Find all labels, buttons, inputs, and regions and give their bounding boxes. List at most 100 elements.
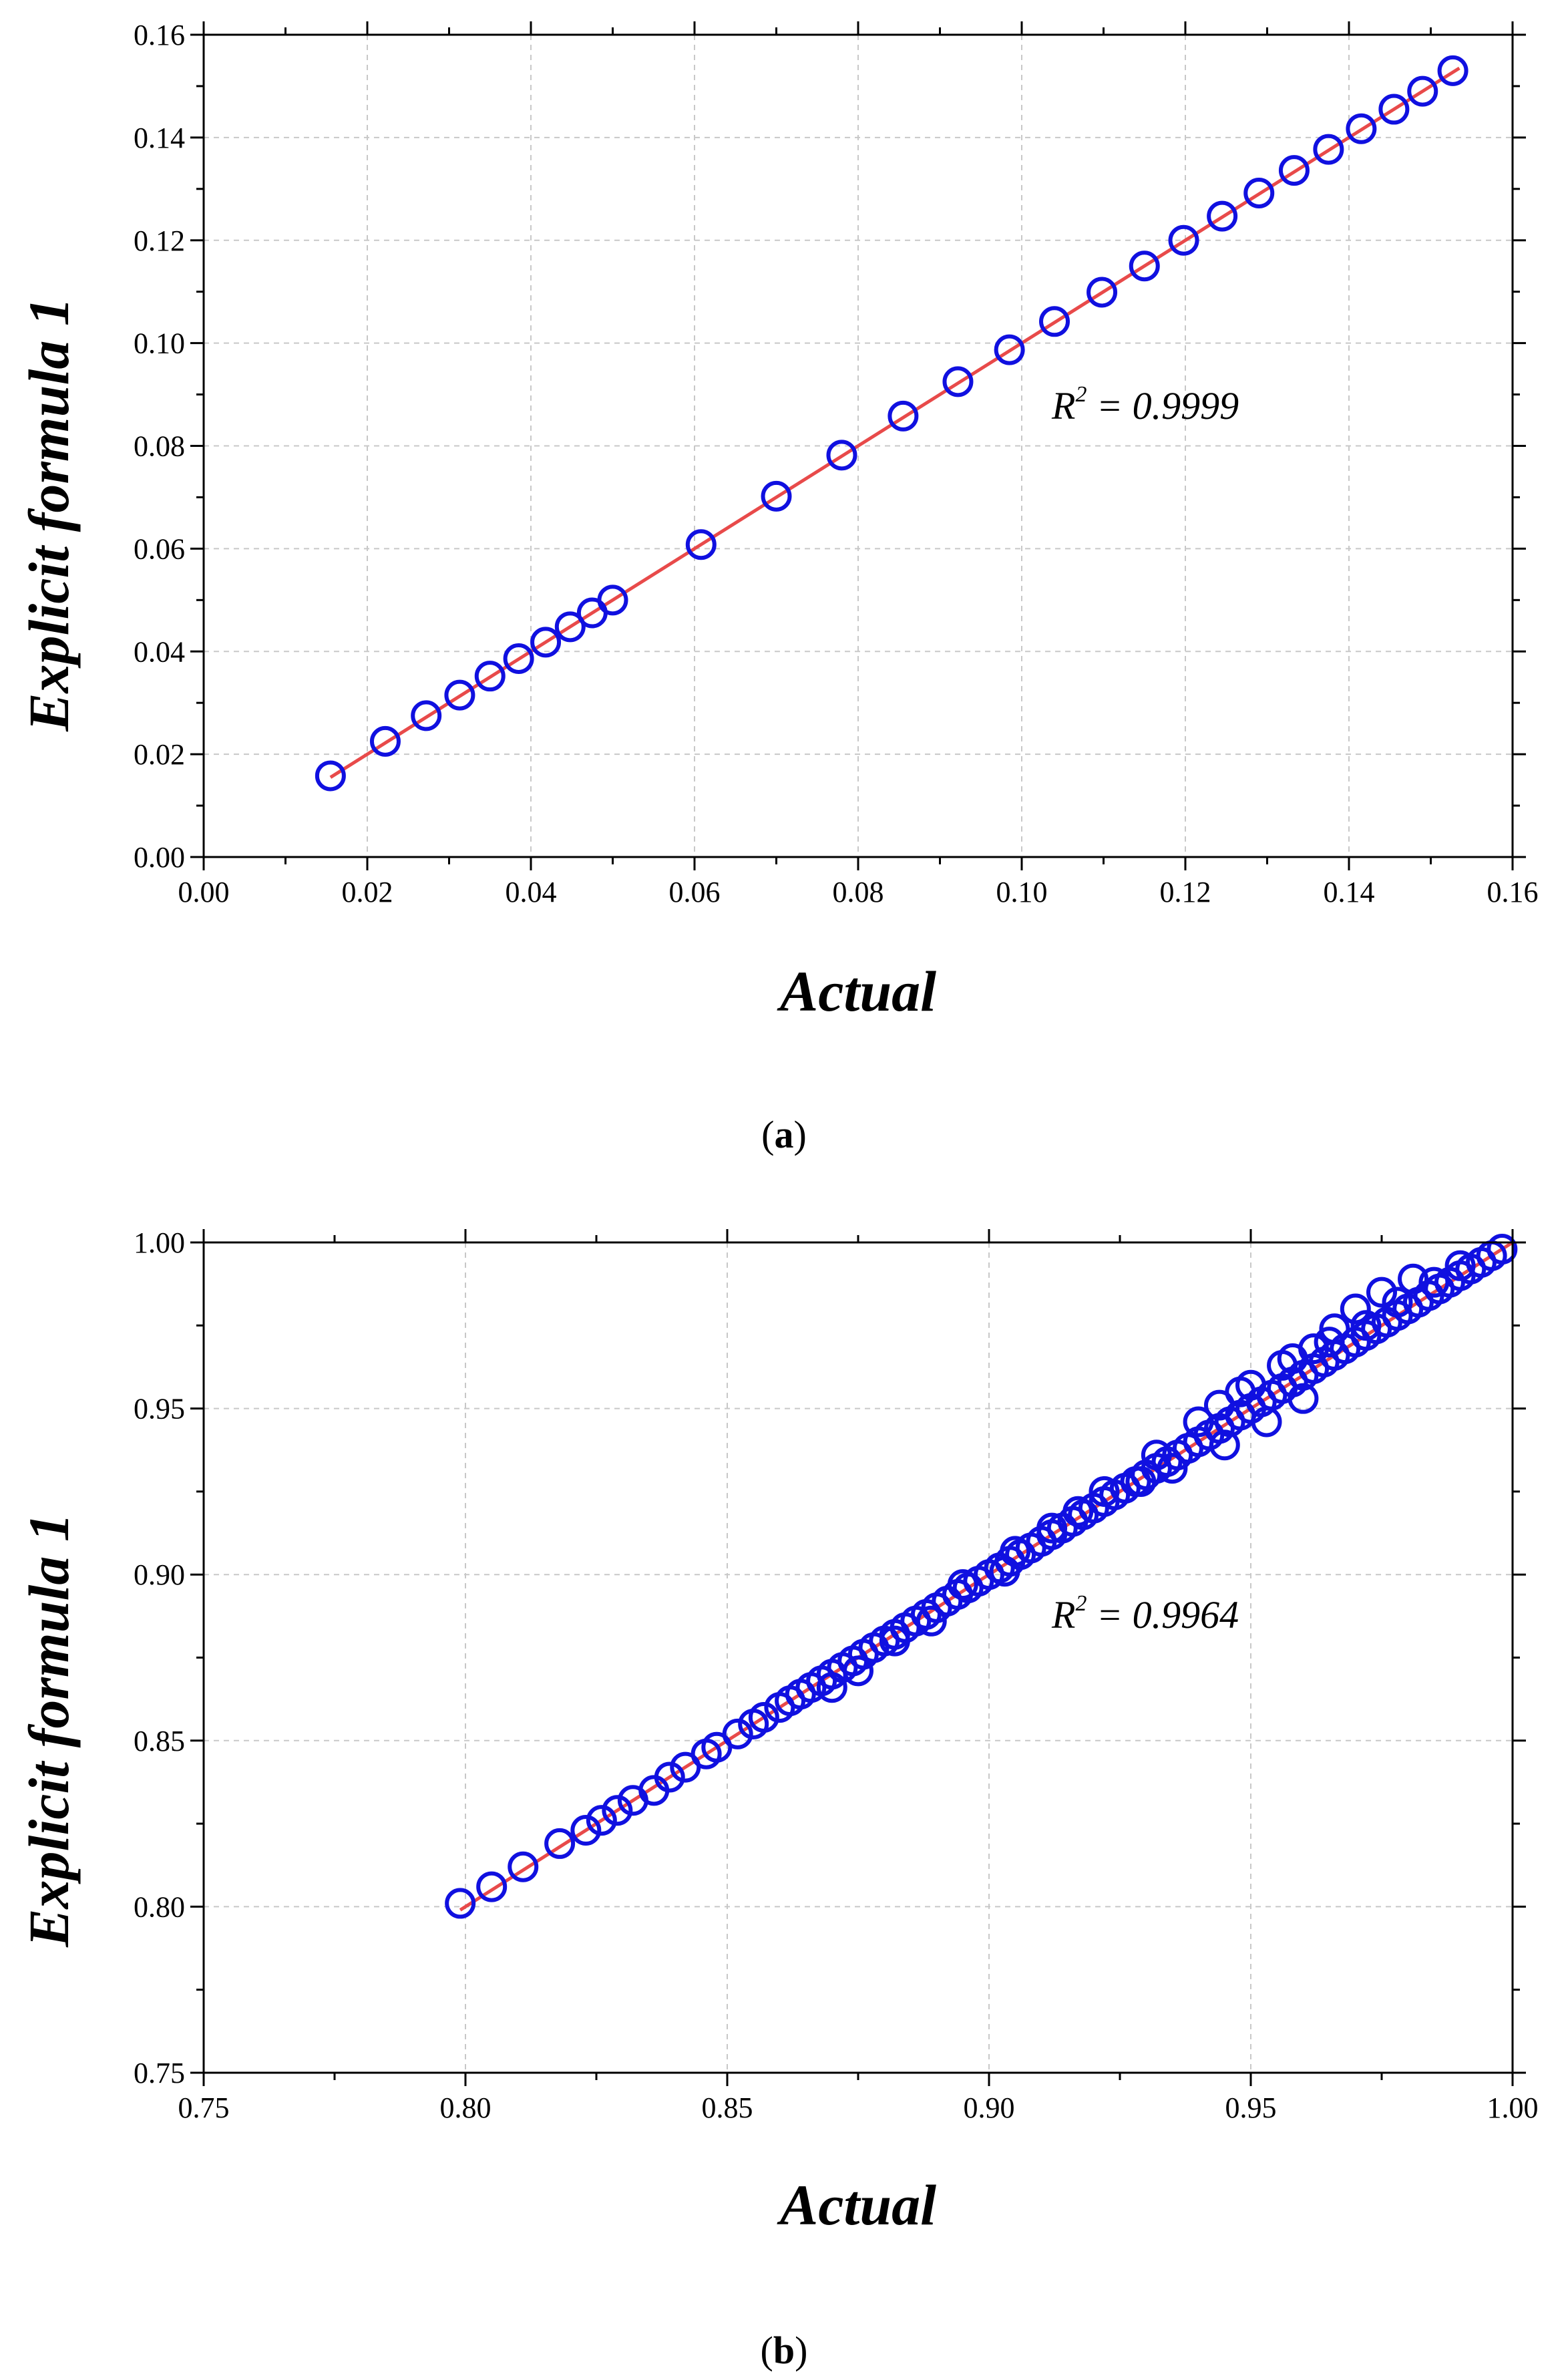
data-point	[445, 1888, 476, 1919]
data-point	[369, 725, 401, 757]
data-point	[843, 1655, 873, 1687]
data-point	[586, 1805, 617, 1836]
data-point	[942, 366, 974, 397]
data-point	[544, 1828, 576, 1859]
y-tick-label: 0.00	[134, 841, 185, 874]
data-point	[1437, 55, 1468, 86]
data-point	[1225, 1376, 1256, 1407]
data-point	[315, 760, 346, 792]
y-tick-label: 0.90	[134, 1558, 185, 1591]
y-tick-label: 0.02	[134, 738, 185, 771]
r-squared-annotation: R2 = 0.9999	[1051, 382, 1239, 428]
data-point	[1288, 1383, 1319, 1414]
data-point	[1346, 113, 1377, 144]
data-point	[1487, 1233, 1518, 1264]
data-point	[503, 643, 534, 675]
data-point	[816, 1672, 847, 1703]
data-point	[1039, 306, 1070, 337]
y-axis-title: Explicit formula 1	[17, 1513, 81, 1948]
data-point	[1125, 1466, 1157, 1497]
x-tick-label: 0.80	[440, 2091, 492, 2124]
chart-panel-b: 0.75 0.80 0.85 0.90 0.95 1.00 0.75 0.80 0.85 0.90…	[17, 1226, 1539, 2372]
x-tick-label: 0.16	[1487, 876, 1539, 908]
data-point	[597, 584, 628, 616]
y-tick-label: 0.06	[134, 532, 185, 565]
data-points	[445, 1233, 1518, 1919]
panel-label-a: (a)	[761, 1113, 807, 1156]
y-tick-label: 0.12	[134, 224, 185, 257]
data-point	[1398, 1263, 1429, 1295]
data-point	[1036, 1512, 1068, 1544]
data-point	[879, 1625, 910, 1657]
grid-lines	[204, 1242, 1513, 2073]
x-tick-label: 0.00	[178, 876, 230, 908]
data-point	[1407, 75, 1438, 107]
data-point	[1313, 134, 1344, 165]
x-tick-label: 0.85	[702, 2091, 753, 2124]
r-squared-value: = 0.9964	[1087, 1593, 1239, 1637]
data-point	[1278, 155, 1310, 186]
y-tick-label: 0.16	[134, 19, 185, 51]
data-point	[1087, 277, 1118, 308]
x-tick-label: 0.75	[178, 2091, 230, 2124]
data-point	[1251, 1406, 1282, 1437]
r-squared-r: R	[1051, 384, 1075, 428]
x-tick-label: 1.00	[1487, 2091, 1539, 2124]
r-squared-annotation: R2 = 0.9964	[1051, 1591, 1239, 1637]
x-tick-label: 0.95	[1225, 2091, 1277, 2124]
axes	[190, 21, 1526, 870]
data-point	[1314, 1327, 1345, 1358]
data-point	[1089, 1476, 1120, 1507]
y-tick-label: 0.04	[134, 635, 185, 668]
data-point	[570, 1815, 602, 1846]
data-point	[1129, 250, 1160, 282]
data-point	[1366, 1277, 1397, 1308]
data-point	[888, 400, 919, 432]
x-tick-label: 0.02	[342, 876, 393, 908]
x-tick-label: 0.12	[1160, 876, 1211, 908]
data-point	[1168, 224, 1199, 256]
x-tick-label: 0.90	[964, 2091, 1015, 2124]
x-tick-label: 0.08	[833, 876, 884, 908]
y-axis-title: Explicit formula 1	[17, 297, 81, 732]
panel-label-b: (b)	[761, 2329, 808, 2372]
data-point	[685, 529, 717, 560]
data-point	[1418, 1266, 1450, 1298]
data-point	[722, 1718, 753, 1749]
data-point	[508, 1851, 539, 1882]
data-point	[476, 1871, 508, 1902]
data-point	[1382, 1287, 1413, 1318]
data-point	[989, 1556, 1020, 1587]
data-point	[602, 1795, 633, 1826]
data-point	[411, 700, 442, 731]
data-point	[1444, 1250, 1476, 1281]
tick-labels: 0.75 0.80 0.85 0.90 0.95 1.00 0.75 0.80 0.85 0.90…	[134, 1226, 1539, 2124]
y-tick-label: 1.00	[134, 1226, 185, 1259]
data-point	[1277, 1343, 1308, 1375]
data-point	[994, 334, 1025, 365]
x-axis-title: Actual	[777, 2173, 936, 2237]
y-tick-label: 0.14	[134, 122, 185, 154]
x-tick-label: 0.10	[996, 876, 1048, 908]
x-tick-label: 0.14	[1324, 876, 1375, 908]
data-point	[1378, 94, 1410, 125]
axes	[190, 1229, 1526, 2086]
data-point	[1243, 177, 1275, 208]
x-tick-label: 0.06	[669, 876, 721, 908]
data-point	[916, 1605, 947, 1637]
data-point	[554, 611, 586, 643]
r-squared-sup: 2	[1075, 1591, 1087, 1616]
r-squared-sup: 2	[1075, 382, 1087, 407]
data-point	[1183, 1406, 1214, 1437]
y-tick-label: 0.75	[134, 2057, 185, 2089]
y-tick-label: 0.80	[134, 1890, 185, 1923]
y-tick-label: 0.10	[134, 327, 185, 360]
data-point	[1350, 1310, 1382, 1341]
data-point	[947, 1569, 978, 1600]
data-point	[444, 679, 475, 711]
data-point	[761, 480, 792, 512]
r-squared-value: = 0.9999	[1087, 384, 1239, 428]
x-axis-title: Actual	[777, 959, 936, 1023]
data-point	[1157, 1453, 1188, 1484]
